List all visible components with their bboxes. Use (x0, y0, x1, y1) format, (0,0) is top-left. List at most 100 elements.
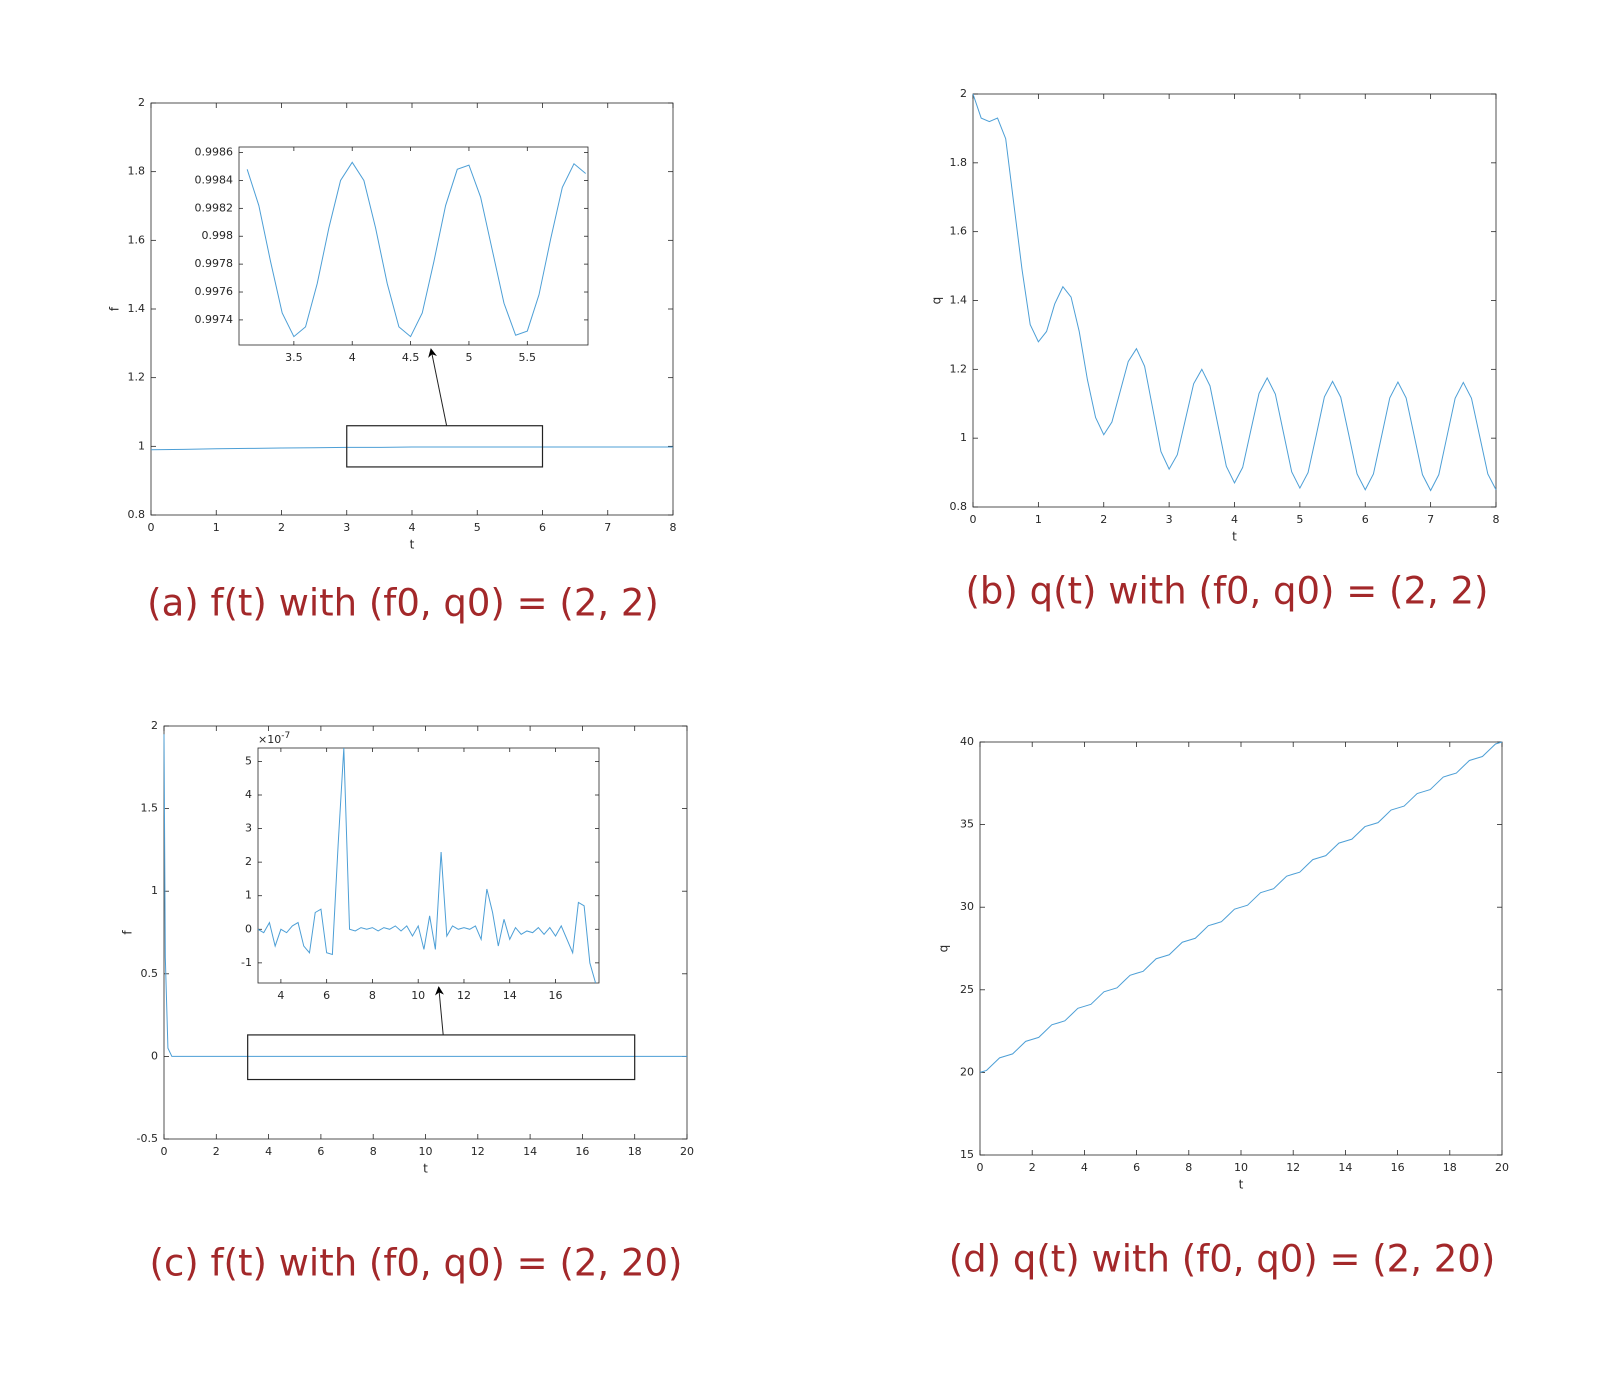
x-tick-label: 0 (148, 521, 155, 534)
y-tick-label: 2 (138, 96, 145, 109)
y-multiplier: ×10-7 (258, 731, 290, 747)
data-line (150, 446, 673, 451)
x-tick-label: 8 (670, 521, 677, 534)
y-tick-label: 1.2 (128, 371, 146, 384)
x-tick-label: 14 (1338, 1161, 1352, 1174)
y-tick-label: 0.9984 (195, 173, 234, 186)
x-tick-label: 4 (277, 989, 284, 1002)
x-axis-label: t (423, 1162, 428, 1176)
y-tick-label: 5 (245, 754, 252, 767)
x-axis-label: t (1239, 1178, 1244, 1192)
y-tick-label: 0 (245, 922, 252, 935)
x-tick-label: 8 (1185, 1161, 1192, 1174)
multiplier-exponent: -7 (281, 731, 290, 741)
y-tick-label: 0.8 (128, 508, 146, 521)
x-tick-label: 2 (1029, 1161, 1036, 1174)
multiplier-base: ×10 (258, 733, 281, 746)
x-tick-label: 10 (411, 989, 425, 1002)
x-tick-label: 4.5 (402, 351, 420, 364)
axes-frame (979, 741, 1503, 1156)
data-line (257, 747, 597, 984)
x-tick-label: 2 (1100, 513, 1107, 526)
zoom-arrow (428, 348, 448, 426)
x-tick-label: 16 (575, 1145, 589, 1158)
x-tick-label: 16 (549, 989, 563, 1002)
x-tick-label: 8 (370, 1145, 377, 1158)
x-tick-label: 1 (213, 521, 220, 534)
x-tick-label: 8 (369, 989, 376, 1002)
x-tick-label: 12 (1286, 1161, 1300, 1174)
x-tick-label: 8 (1493, 513, 1500, 526)
y-tick-label: 3 (245, 822, 252, 835)
y-tick-label: 0.5 (141, 967, 159, 980)
data-line (979, 741, 1503, 1073)
y-tick-label: 2 (151, 719, 158, 732)
x-tick-label: 7 (1427, 513, 1434, 526)
x-tick-label: 14 (523, 1145, 537, 1158)
x-axis-label: t (1232, 530, 1237, 544)
x-axis-label: t (410, 538, 415, 552)
x-tick-label: 2 (278, 521, 285, 534)
zoom-box (346, 425, 544, 468)
y-tick-label: 1.6 (128, 233, 146, 246)
caption: (d) q(t) with (f0, q0) = (2, 20) (949, 1238, 1496, 1281)
y-tick-label: 1.5 (141, 802, 159, 815)
data-line (972, 93, 1497, 492)
x-tick-label: 10 (1234, 1161, 1248, 1174)
y-tick-label: 15 (960, 1148, 974, 1161)
x-tick-label: 7 (604, 521, 611, 534)
x-tick-label: 6 (317, 1145, 324, 1158)
x-tick-label: 10 (419, 1145, 433, 1158)
y-tick-label: 2 (960, 87, 967, 100)
y-tick-label: 35 (960, 818, 974, 831)
x-tick-label: 4 (349, 351, 356, 364)
x-tick-label: 18 (1443, 1161, 1457, 1174)
y-tick-label: 25 (960, 983, 974, 996)
y-tick-label: 0.9986 (195, 146, 234, 159)
y-tick-label: 20 (960, 1065, 974, 1078)
y-tick-label: 0.998 (202, 229, 234, 242)
x-tick-label: 3 (1166, 513, 1173, 526)
y-tick-label: 0.9976 (195, 285, 234, 298)
y-tick-label: 1.8 (950, 156, 968, 169)
y-tick-label: 0.8 (950, 500, 968, 513)
x-tick-label: 3 (343, 521, 350, 534)
x-tick-label: 4 (265, 1145, 272, 1158)
y-tick-label: 1.4 (950, 294, 968, 307)
y-tick-label: 30 (960, 900, 974, 913)
x-tick-label: 5 (474, 521, 481, 534)
x-tick-label: 5.5 (519, 351, 537, 364)
x-tick-label: 3.5 (285, 351, 303, 364)
y-tick-label: 1 (245, 889, 252, 902)
x-tick-label: 18 (628, 1145, 642, 1158)
x-tick-label: 4 (409, 521, 416, 534)
y-tick-label: 0 (151, 1049, 158, 1062)
x-tick-label: 6 (1133, 1161, 1140, 1174)
caption: (a) f(t) with (f0, q0) = (2, 2) (147, 582, 659, 625)
x-tick-label: 6 (1362, 513, 1369, 526)
inset-frame (238, 146, 589, 346)
zoom-arrow (434, 986, 444, 1035)
y-tick-label: 0.9978 (195, 257, 234, 270)
axes-frame (972, 93, 1497, 508)
zoom-box (247, 1034, 636, 1081)
y-tick-label: 2 (245, 855, 252, 868)
y-tick-label: 1 (138, 439, 145, 452)
inset-frame (257, 747, 600, 984)
y-tick-label: 40 (960, 735, 974, 748)
x-tick-label: 0 (161, 1145, 168, 1158)
x-tick-label: 2 (213, 1145, 220, 1158)
y-tick-label: 0.9974 (195, 313, 234, 326)
x-tick-label: 1 (1035, 513, 1042, 526)
x-tick-label: 6 (323, 989, 330, 1002)
x-tick-label: 20 (680, 1145, 694, 1158)
y-axis-label: f (121, 930, 135, 935)
y-tick-label: 1 (960, 431, 967, 444)
x-tick-label: 5 (1296, 513, 1303, 526)
y-tick-label: -0.5 (137, 1132, 158, 1145)
y-axis-label: q (930, 297, 944, 305)
caption: (c) f(t) with (f0, q0) = (2, 20) (150, 1242, 683, 1285)
data-line (163, 734, 687, 1057)
y-tick-label: 1.2 (950, 362, 968, 375)
